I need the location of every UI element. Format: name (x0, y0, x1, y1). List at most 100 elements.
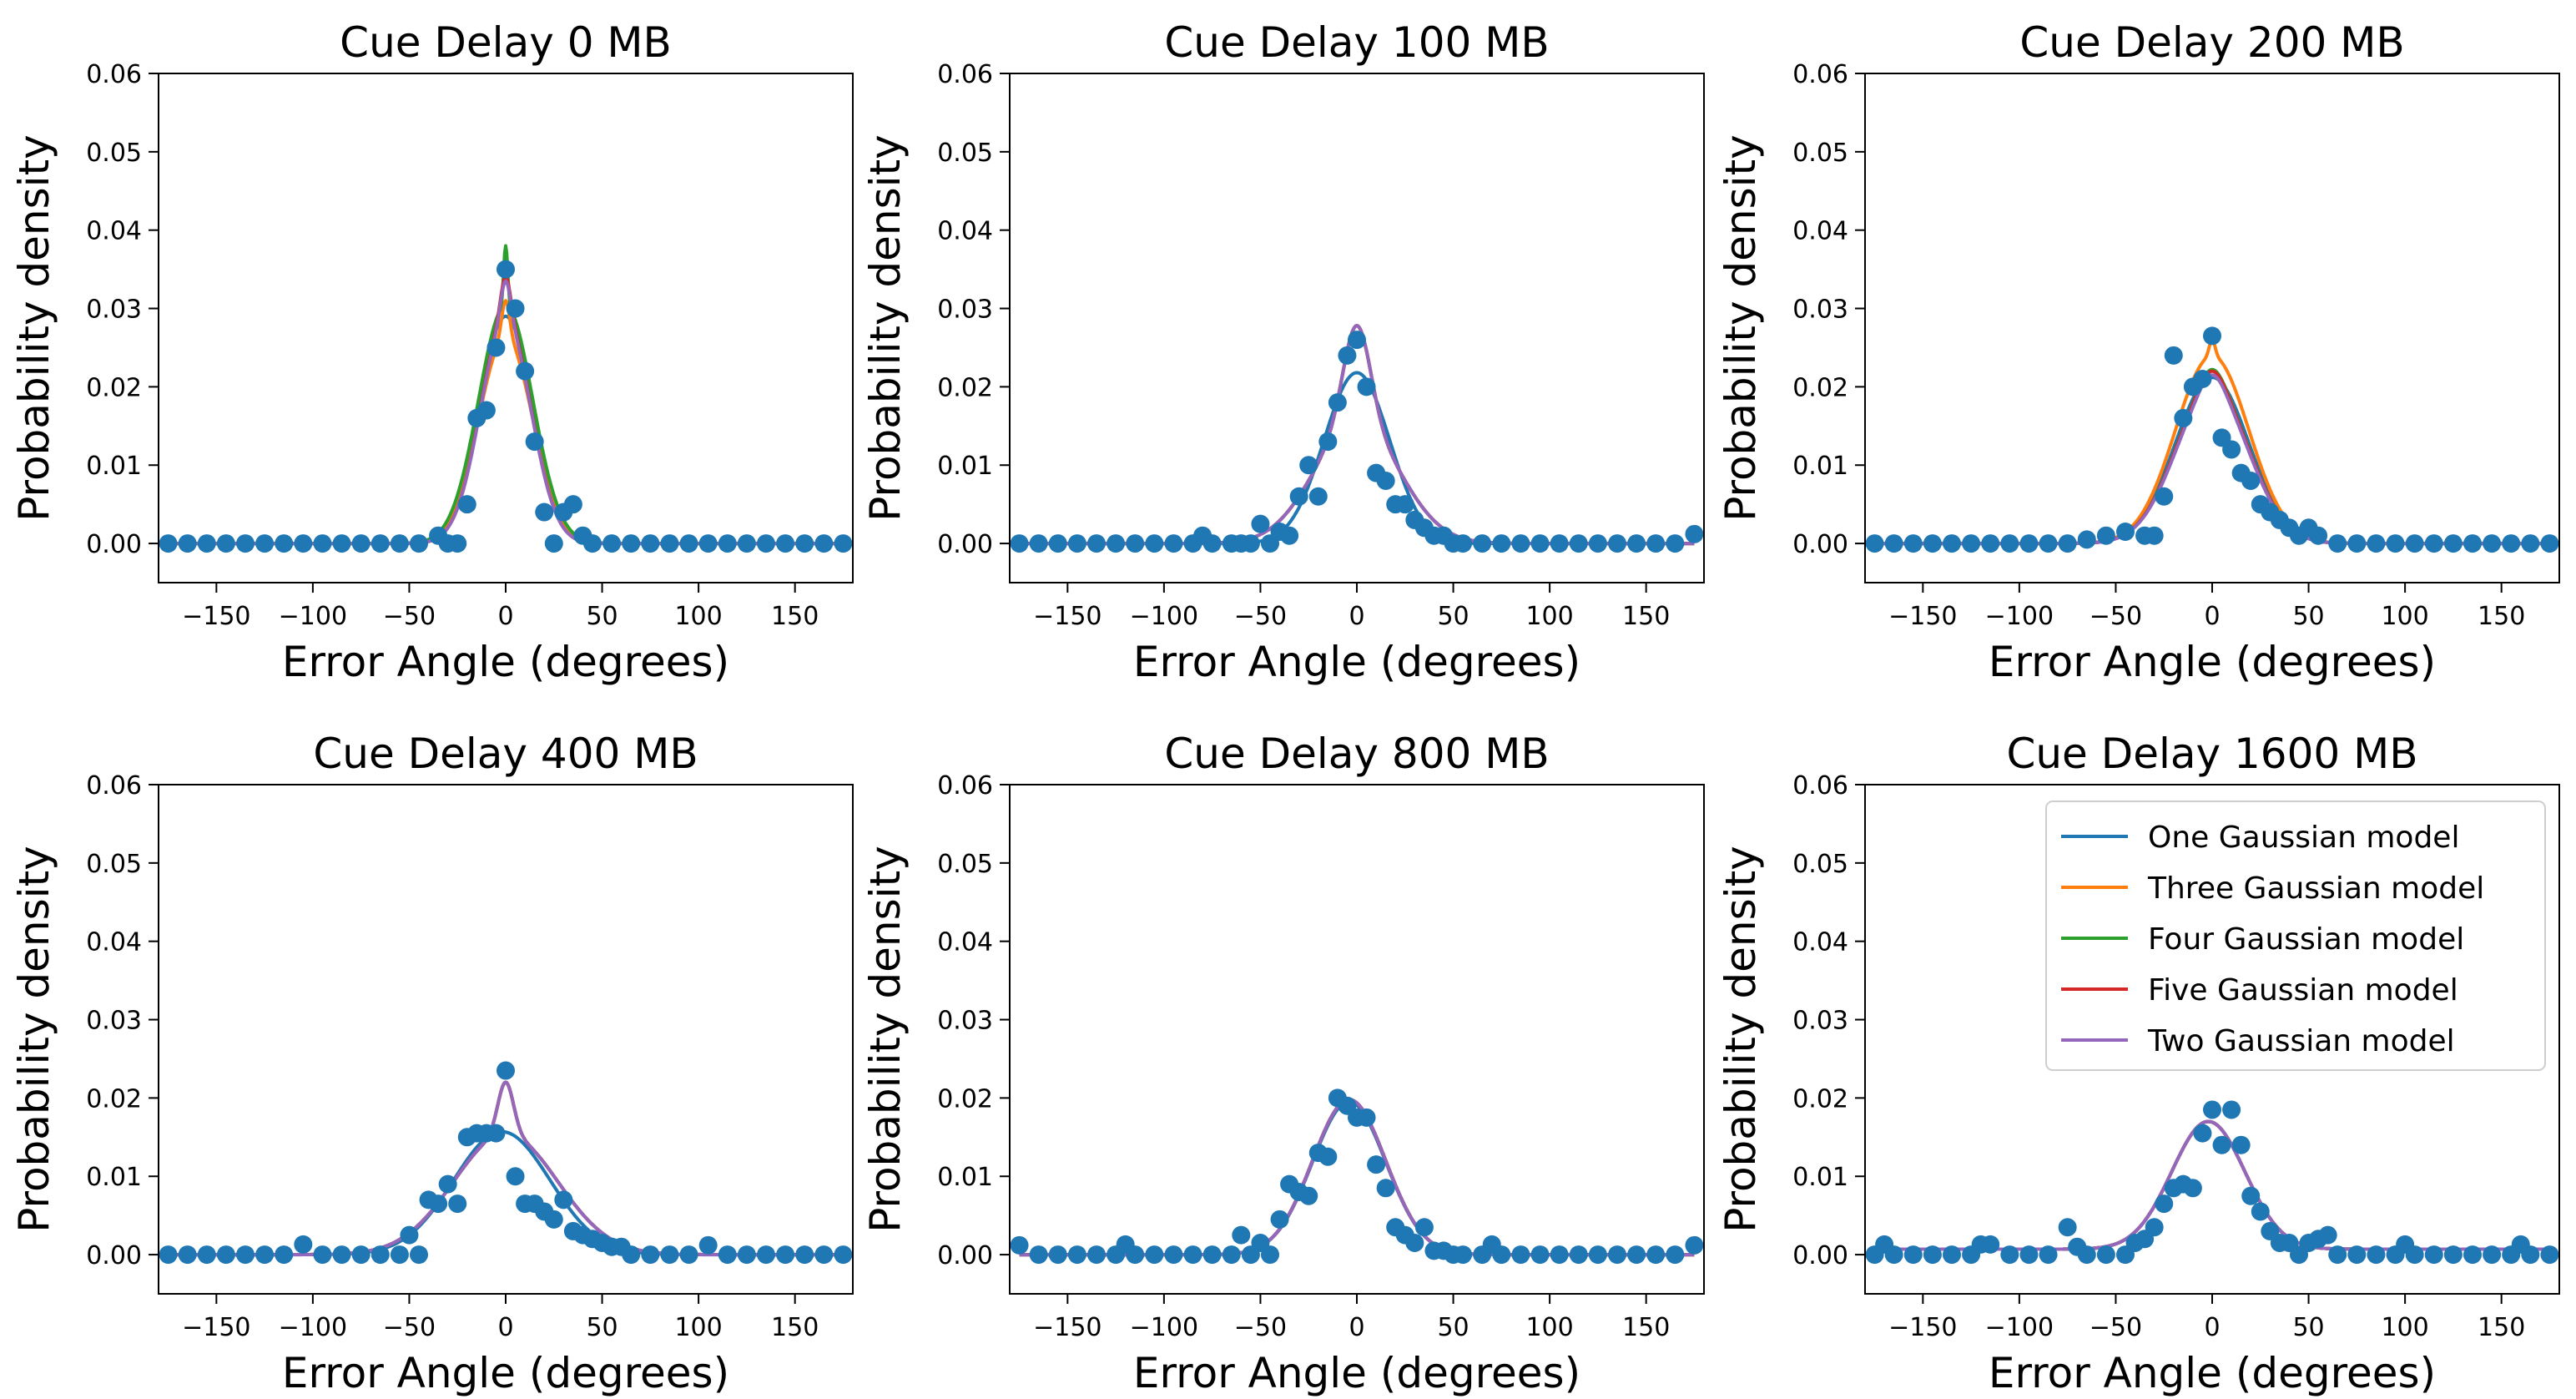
data-point (1492, 1245, 1511, 1265)
data-point (1646, 534, 1666, 553)
data-point (197, 534, 216, 553)
data-point (1289, 487, 1308, 506)
data-point (563, 495, 582, 514)
data-point (814, 1245, 834, 1265)
x-tick-label: −100 (279, 602, 347, 631)
x-tick-label: 50 (2292, 1313, 2324, 1342)
y-tick-label: 0.02 (937, 1084, 993, 1114)
data-point (1666, 1245, 1685, 1265)
y-tick-label: 0.00 (937, 1241, 993, 1270)
data-point (2386, 534, 2405, 553)
x-tick-label: −150 (182, 1313, 250, 1342)
x-tick-label: 150 (2478, 602, 2525, 631)
y-tick-label: 0.00 (86, 530, 142, 559)
data-point (622, 534, 641, 553)
x-tick-label: 150 (1622, 602, 1670, 631)
panel-title: Cue Delay 200 MB (2019, 18, 2404, 67)
fit-line-one-gaussian-model (167, 1129, 844, 1257)
x-axis-label: Error Angle (degrees) (1989, 1349, 2436, 1397)
data-point (1251, 514, 1270, 533)
data-point (410, 1245, 428, 1265)
data-point (1308, 487, 1328, 506)
plot-frame (1864, 73, 2560, 583)
x-tick-label: 100 (2381, 1313, 2428, 1342)
y-tick-label: 0.00 (1792, 1241, 1848, 1270)
x-tick-label: 100 (1525, 602, 1573, 631)
x-tick-label: −100 (1130, 602, 1198, 631)
data-point (1884, 1245, 1903, 1265)
y-tick-label: 0.01 (1792, 1163, 1848, 1192)
x-tick-label: −50 (1234, 602, 1287, 631)
fit-line-five-gaussian-model (1873, 369, 2551, 546)
data-point (1530, 534, 1550, 553)
panel-title: Cue Delay 400 MB (313, 730, 698, 778)
data-point (2463, 1245, 2482, 1265)
data-point (497, 260, 515, 279)
y-tick-label: 0.02 (937, 373, 993, 402)
data-point (1318, 432, 1338, 452)
panel-6: Cue Delay 1600 MB 0.00 0.01 0.02 0.03 0.04 0.0… (1716, 730, 2560, 1397)
data-point (506, 1167, 525, 1186)
data-point (757, 534, 775, 553)
data-point (2521, 534, 2540, 553)
x-tick-label: 100 (1525, 1313, 1573, 1342)
y-tick-label: 0.05 (1792, 850, 1848, 879)
x-tick-label: −150 (182, 602, 250, 631)
panel-title: Cue Delay 1600 MB (2006, 730, 2417, 778)
data-point (1164, 1245, 1183, 1265)
data-point (795, 1245, 814, 1265)
data-point (1241, 534, 1260, 553)
data-point (1048, 534, 1067, 553)
legend-label: One Gaussian model (2148, 821, 2459, 855)
y-tick-label: 0.01 (86, 452, 142, 481)
data-point (1357, 377, 1376, 396)
y-tick-label: 0.03 (1792, 1007, 1848, 1036)
data-point (2347, 1245, 2367, 1265)
data-point (2222, 440, 2241, 459)
y-tick-label: 0.01 (937, 1163, 993, 1192)
x-tick-label: −150 (1888, 1313, 1957, 1342)
data-point (516, 361, 535, 381)
legend-label: Two Gaussian model (2147, 1024, 2455, 1058)
data-point (1923, 1245, 1942, 1265)
data-point (622, 1245, 641, 1265)
data-point (1646, 1245, 1666, 1265)
data-point (1903, 534, 1923, 553)
data-point (1357, 1108, 1376, 1127)
data-point (1627, 534, 1646, 553)
data-point (1183, 1245, 1202, 1265)
data-point (1299, 456, 1318, 475)
data-point (2521, 1245, 2540, 1265)
x-tick-label: 150 (1622, 1313, 1670, 1342)
data-point (776, 1245, 795, 1265)
data-points (1010, 1088, 1704, 1265)
panel-5: Cue Delay 800 MB 0.00 0.01 0.02 0.03 0.04 0.05… (861, 730, 1705, 1397)
data-point (698, 1235, 718, 1255)
x-tick-label: 0 (2204, 1313, 2220, 1342)
data-point (776, 534, 795, 553)
data-point (2019, 534, 2039, 553)
data-point (332, 534, 351, 553)
data-point (1511, 1245, 1530, 1265)
data-point (2502, 534, 2521, 553)
data-point (718, 534, 737, 553)
data-point (2145, 526, 2164, 545)
data-point (2463, 534, 2482, 553)
data-point (236, 534, 255, 553)
data-point (641, 534, 660, 553)
data-point (679, 1245, 698, 1265)
data-point (1454, 534, 1473, 553)
data-point (1627, 1245, 1646, 1265)
data-point (2183, 1179, 2202, 1198)
y-tick-label: 0.05 (937, 850, 993, 879)
data-point (834, 534, 853, 553)
fit-line-one-gaussian-model (1873, 376, 2551, 546)
data-point (1261, 1245, 1279, 1265)
fit-line-five-gaussian-model (167, 1080, 844, 1257)
data-point (371, 534, 390, 553)
data-point (1414, 1218, 1434, 1237)
data-point (2000, 534, 2019, 553)
data-point (2241, 472, 2261, 490)
data-point (737, 534, 756, 553)
data-point (2077, 530, 2096, 549)
